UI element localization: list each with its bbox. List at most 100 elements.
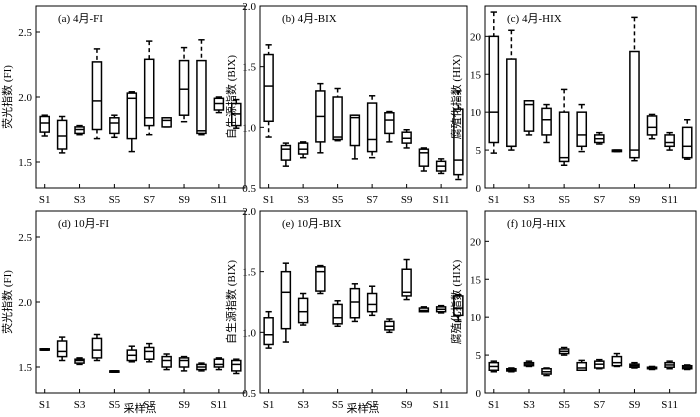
box-plot-item (488, 360, 500, 373)
box (143, 346, 155, 360)
box-plot-item (418, 147, 430, 172)
box-plot-item (576, 359, 588, 371)
x-tick-label: S11 (433, 194, 450, 206)
box-plot-item (506, 367, 517, 373)
box-plot-item (332, 87, 343, 142)
box-plot-item (263, 310, 274, 349)
x-tick-label: S3 (297, 399, 309, 411)
box (56, 119, 68, 150)
box-plot-item (629, 16, 640, 162)
box-plot-item (196, 39, 207, 136)
y-tick-label: 2.0 (18, 297, 32, 309)
y-tick-label: 5 (476, 350, 482, 362)
box (297, 297, 309, 324)
box (453, 108, 464, 176)
box (646, 115, 658, 136)
box-plot-item (558, 346, 570, 356)
box (558, 111, 570, 163)
plot-frame (259, 5, 468, 189)
box (681, 126, 693, 159)
box (576, 361, 588, 371)
x-tick-label: S5 (558, 194, 570, 206)
box (629, 50, 640, 159)
y-tick-label: 15 (470, 69, 482, 81)
y-tick-label: 1.0 (242, 122, 256, 134)
box-plot-item (74, 124, 85, 136)
box (349, 287, 361, 319)
panel-5: 0.5 1.0 1.5 2.0 S1 S3 S5 S7 S9 S11 (e) 10月-BIX 自生源指… (224, 206, 468, 411)
box (611, 355, 623, 367)
box (541, 107, 552, 136)
bottom-xlabel-left: 采样点 (124, 401, 157, 415)
panel-label: (f) 10月-HIX (507, 218, 566, 230)
box-plot-item (74, 357, 85, 366)
y-tick-label: 10 (470, 312, 482, 324)
box-plot-item (161, 353, 172, 371)
y-tick-label: 5 (476, 145, 482, 157)
panel-label: (a) 4月-FI (58, 13, 103, 25)
box-plot-item (109, 114, 120, 139)
box-plot-item (506, 29, 517, 151)
y-axis-label: 自生源指数 (BIX) (224, 55, 238, 139)
box-plot-item (576, 103, 588, 153)
x-tick-label: S5 (332, 194, 344, 206)
box-plot-item (488, 11, 500, 154)
x-tick-label: S11 (211, 399, 228, 411)
plot-frame (484, 5, 697, 189)
box-plot-item (401, 258, 412, 301)
box (126, 92, 138, 140)
box-plot-item (91, 48, 103, 140)
box-plot-item (297, 141, 309, 159)
box (263, 53, 274, 123)
box-plot-item (56, 336, 68, 362)
y-tick-label: 15 (470, 274, 482, 286)
box-plot-item (681, 364, 693, 371)
box-plot-item (435, 304, 447, 314)
box (664, 134, 675, 148)
box (231, 359, 242, 372)
box (196, 59, 207, 135)
box (109, 117, 120, 135)
x-tick-label: S5 (109, 399, 121, 411)
box-plot-item (315, 82, 326, 154)
box-plot-item (231, 358, 242, 375)
x-tick-label: S7 (593, 194, 605, 206)
box (178, 59, 190, 116)
x-tick-label: S3 (74, 399, 86, 411)
box (349, 114, 361, 147)
panel-4: 1.5 2.0 2.5 S1 S3 S5 S7 S9 S11 (d) 10月-FI 荧光指数 (FI… (0, 210, 246, 411)
box-plot-item (681, 119, 693, 160)
x-tick-label: S5 (332, 399, 344, 411)
x-tick-label: S11 (661, 399, 678, 411)
box-plot-item (196, 362, 207, 372)
x-tick-label: S7 (143, 399, 155, 411)
bottom-xlabel-middle: 采样点 (347, 401, 380, 415)
box (366, 102, 378, 153)
box-plot-item (39, 114, 50, 137)
x-tick-label: S9 (401, 194, 413, 206)
box (384, 112, 395, 135)
x-tick-label: S9 (629, 194, 641, 206)
x-tick-label: S7 (366, 399, 378, 411)
box (143, 58, 155, 127)
panels-group: 1.5 2.0 2.5 S1 S3 S5 S7 S9 S11 (a) 4月-FI 荧光指数 (FI)… (0, 1, 697, 411)
panel-1: 1.5 2.0 2.5 S1 S3 S5 S7 S9 S11 (a) 4月-FI 荧光指数 (FI) (0, 5, 246, 206)
box (39, 115, 50, 133)
box-plot-item (611, 352, 623, 368)
box (453, 295, 464, 317)
x-tick-label: S7 (143, 194, 155, 206)
box-plot-item (39, 348, 50, 351)
box (178, 357, 190, 368)
y-axis-label: 荧光指数 (FI) (0, 65, 14, 129)
x-tick-label: S3 (523, 399, 535, 411)
box-plot-item (384, 110, 395, 143)
box-plot-item (435, 158, 447, 175)
box (91, 61, 103, 131)
x-tick-label: S9 (178, 399, 190, 411)
x-tick-label: S1 (39, 194, 51, 206)
box (332, 96, 343, 141)
box-plot-item (646, 365, 658, 371)
box-plot-item (280, 262, 292, 343)
box-plot-item (231, 98, 242, 129)
x-tick-label: S1 (39, 399, 51, 411)
